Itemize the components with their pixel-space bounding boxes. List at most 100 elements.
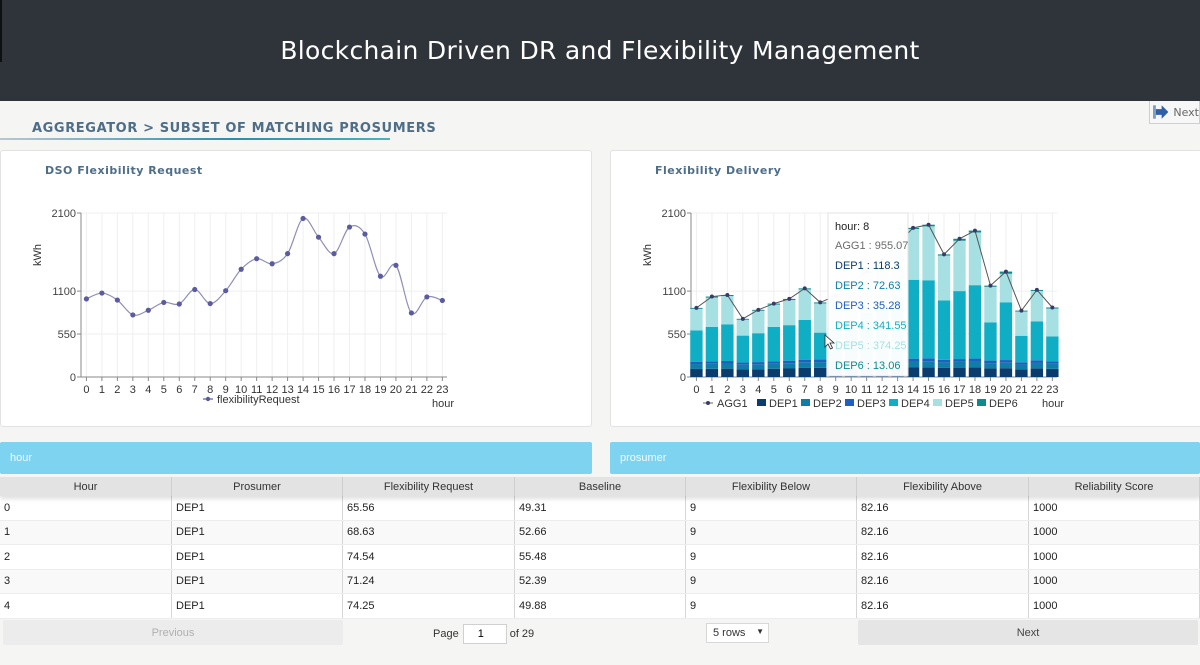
header-reliability-score[interactable]: Reliability Score	[1029, 477, 1200, 496]
header-flexibility-request[interactable]: Flexibility Request	[343, 477, 515, 496]
x-tick-label: 0	[693, 384, 699, 396]
x-tick-label: 14	[297, 384, 309, 396]
y-axis-label: kWh	[32, 244, 44, 266]
tooltip-item: DEP3 : 35.28	[835, 300, 900, 312]
bar-dep2	[953, 361, 966, 368]
bar-dep3	[906, 358, 920, 362]
table-row[interactable]: 4 DEP1 74.25 49.88 9 82.16 1000	[0, 594, 1200, 619]
cell-baseline: 52.66	[515, 520, 686, 544]
bar-dep3	[922, 358, 935, 362]
header-edge	[0, 0, 2, 62]
data-point	[300, 215, 306, 222]
x-tick-label: 16	[938, 384, 950, 396]
bar-dep3	[721, 360, 734, 364]
cell-flexibility-below: 9	[686, 594, 857, 618]
top-header: Blockchain Driven DR and Flexibility Man…	[0, 0, 1200, 101]
header-baseline[interactable]: Baseline	[515, 477, 686, 496]
bar-dep1	[736, 369, 750, 377]
x-tick-label: 17	[953, 384, 965, 396]
cell-prosumer: DEP1	[172, 594, 343, 618]
bar-dep2	[798, 362, 811, 368]
table-row[interactable]: 0 DEP1 65.56 49.31 9 82.16 1000	[0, 496, 1200, 521]
x-tick-label: 6	[176, 384, 182, 396]
cell-flexibility-below: 9	[686, 569, 857, 593]
bar-dep5	[767, 304, 780, 327]
bar-dep3	[783, 360, 796, 364]
tooltip-item: DEP6 : 13.06	[835, 360, 900, 372]
rows-per-page-select[interactable]: 5 rows ▼	[706, 623, 769, 643]
bar-dep3	[798, 359, 811, 363]
header-flexibility-below[interactable]: Flexibility Below	[686, 477, 857, 496]
header-hour[interactable]: Hour	[0, 477, 172, 496]
x-tick-label: 0	[83, 384, 89, 396]
x-tick-label: 18	[969, 384, 981, 396]
legend-label: AGG1	[717, 398, 748, 410]
x-tick-label: 8	[817, 384, 823, 396]
agg1-point	[926, 222, 931, 227]
bar-dep3	[937, 359, 951, 363]
data-point	[408, 310, 415, 316]
data-point	[114, 297, 120, 303]
bar-dep2	[1015, 364, 1028, 370]
legend-label: DEP6	[989, 398, 1018, 410]
hour-filter-input[interactable]	[0, 442, 592, 474]
bar-dep4	[937, 300, 951, 360]
data-point	[83, 296, 90, 302]
x-tick-label: 10	[235, 384, 247, 396]
bar-dep2	[752, 364, 765, 370]
bar-dep1	[968, 367, 982, 377]
data-point	[362, 231, 368, 237]
data-point	[331, 251, 337, 257]
tooltip-box	[827, 212, 909, 377]
table-row[interactable]: 1 DEP1 68.63 52.66 9 82.16 1000	[0, 520, 1200, 545]
agg1-point	[787, 296, 792, 301]
header-prosumer[interactable]: Prosumer	[172, 477, 343, 496]
x-tick-label: 17	[343, 384, 355, 396]
legend-swatch-dep4	[889, 399, 898, 406]
prosumer-filter-input[interactable]	[610, 442, 1200, 474]
x-tick-label: 20	[390, 384, 402, 396]
rows-per-page-value: 5 rows	[713, 627, 746, 639]
bar-dep1	[906, 367, 920, 377]
bar-dep2	[721, 363, 734, 369]
delivery-chart-panel: Flexibility Delivery 0 550 1100 2100 0 1 2 3 4 5 6…	[610, 150, 1200, 427]
bar-dep1	[814, 367, 827, 377]
header-flexibility-above[interactable]: Flexibility Above	[857, 477, 1029, 496]
agg1-point	[756, 307, 761, 312]
bar-dep1	[1030, 368, 1044, 377]
bar-dep2	[1046, 363, 1059, 369]
bar-dep3	[1030, 360, 1044, 363]
bar-dep3	[736, 362, 750, 365]
y-tick-label: 2100	[52, 208, 76, 220]
bar-dep3	[767, 361, 780, 364]
page-info: Page of 29	[433, 624, 534, 644]
y-axis-label: kWh	[642, 244, 654, 266]
bar-dep5	[1015, 311, 1028, 336]
bar-dep1	[1046, 368, 1059, 377]
agg1-point	[725, 293, 730, 297]
data-point	[285, 251, 291, 257]
table-row[interactable]: 2 DEP1 74.54 55.48 9 82.16 1000	[0, 545, 1200, 570]
cell-hour: 3	[0, 569, 172, 593]
mouse-cursor-icon	[824, 334, 836, 350]
next-top-label: Next	[1173, 105, 1199, 119]
legend-label: DEP4	[901, 398, 930, 410]
data-point	[269, 261, 275, 267]
previous-page-button[interactable]: Previous	[3, 620, 343, 645]
bar-dep1	[690, 368, 703, 377]
bar-dep5	[906, 229, 920, 280]
cell-flexibility-above: 82.16	[857, 545, 1029, 569]
bar-dep5	[984, 286, 997, 323]
next-top-button[interactable]: Next	[1149, 101, 1200, 124]
bar-dep1	[953, 367, 966, 377]
x-tick-label: 5	[771, 384, 777, 396]
table-row[interactable]: 3 DEP1 71.24 52.39 9 82.16 1000	[0, 569, 1200, 594]
tooltip-item: DEP1 : 118.3	[835, 260, 900, 272]
bar-dep4	[736, 335, 750, 363]
legend-label: DEP1	[769, 398, 798, 410]
x-tick-label: 2	[114, 384, 120, 396]
x-tick-label: 5	[161, 384, 167, 396]
next-page-button[interactable]: Next	[858, 620, 1198, 645]
bar-dep3	[953, 359, 966, 362]
page-number-input[interactable]	[462, 624, 507, 644]
